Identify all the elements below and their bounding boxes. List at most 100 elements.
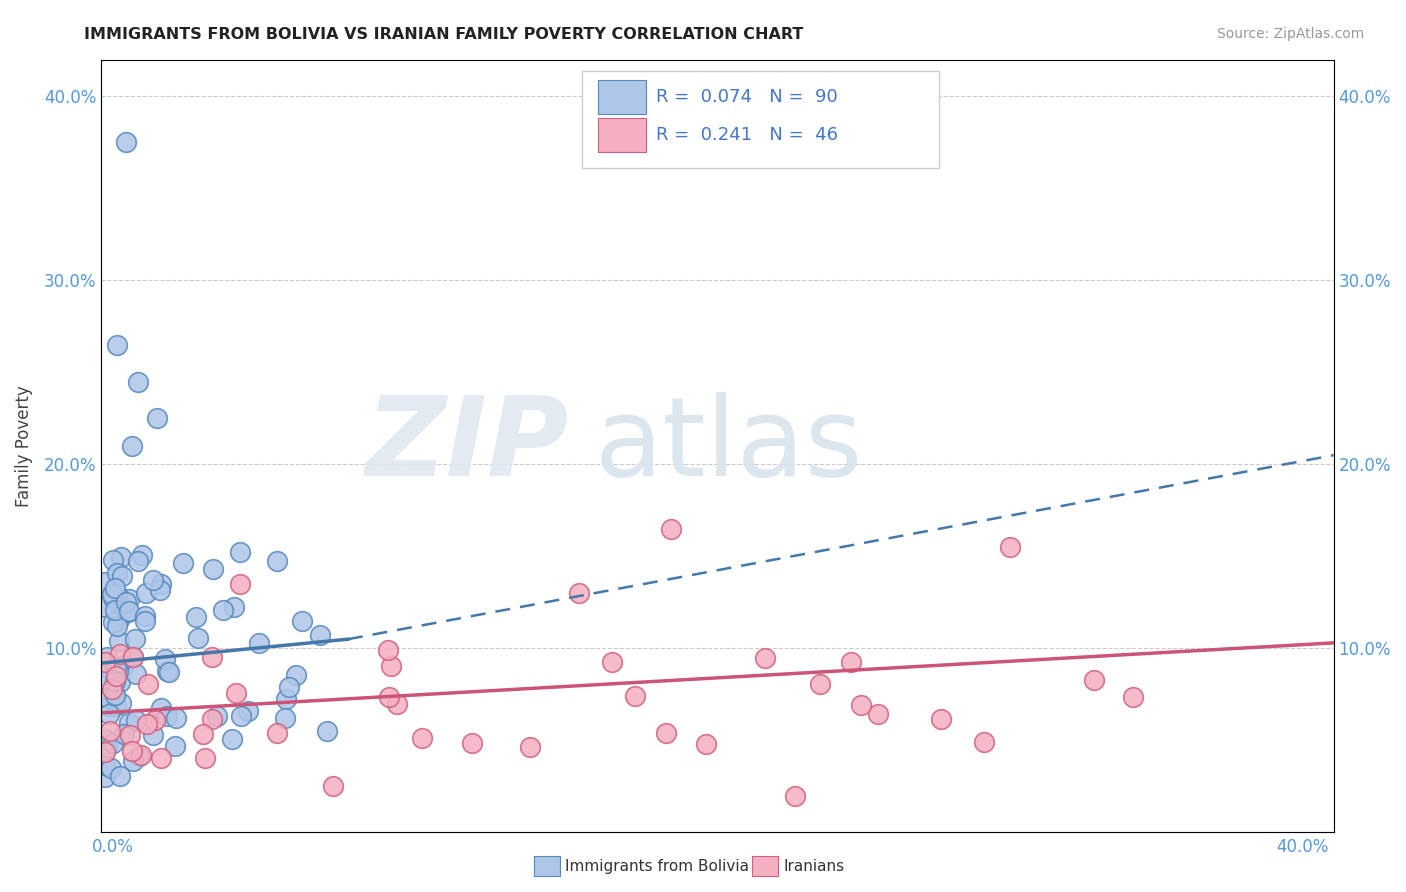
Point	[380, 659, 402, 673]
Point	[321, 780, 343, 794]
Point	[998, 540, 1021, 554]
Point	[225, 686, 247, 700]
Point	[93, 745, 115, 759]
Point	[121, 439, 143, 453]
Text: R =  0.074   N =  90: R = 0.074 N = 90	[657, 87, 838, 105]
Point	[96, 672, 118, 686]
Point	[1122, 690, 1144, 705]
Point	[124, 632, 146, 647]
Point	[695, 737, 717, 751]
Point	[107, 665, 129, 679]
Point	[150, 751, 173, 765]
Point	[134, 615, 156, 629]
Point	[1083, 673, 1105, 688]
Point	[136, 716, 159, 731]
Point	[222, 599, 245, 614]
Point	[193, 727, 215, 741]
Point	[117, 605, 139, 619]
Point	[96, 739, 118, 754]
Point	[108, 647, 131, 661]
Point	[112, 727, 135, 741]
Point	[131, 548, 153, 562]
Point	[121, 754, 143, 768]
Point	[142, 573, 165, 587]
Point	[654, 725, 676, 739]
Point	[115, 136, 138, 150]
Point	[118, 591, 141, 606]
Point	[228, 544, 250, 558]
Point	[93, 758, 115, 772]
Point	[172, 556, 194, 570]
Point	[274, 710, 297, 724]
Point	[149, 576, 172, 591]
Point	[291, 615, 314, 629]
Point	[236, 704, 259, 718]
FancyBboxPatch shape	[582, 71, 939, 168]
Point	[316, 724, 339, 739]
Point	[105, 618, 128, 632]
Point	[134, 609, 156, 624]
Point	[202, 562, 225, 576]
Point	[105, 699, 128, 714]
Point	[104, 688, 127, 702]
Point	[104, 582, 127, 596]
Point	[229, 577, 252, 591]
Point	[754, 651, 776, 665]
Point	[377, 643, 399, 657]
Point	[124, 667, 146, 681]
Text: Source: ZipAtlas.com: Source: ZipAtlas.com	[1216, 27, 1364, 41]
Point	[93, 656, 115, 670]
Point	[146, 411, 169, 425]
Text: Immigrants from Bolivia: Immigrants from Bolivia	[565, 859, 749, 873]
Point	[127, 375, 149, 389]
Point	[98, 723, 121, 738]
Point	[165, 711, 187, 725]
Point	[839, 656, 862, 670]
Point	[184, 610, 207, 624]
Point	[309, 627, 332, 641]
Point	[101, 591, 124, 606]
Point	[97, 691, 120, 706]
Point	[110, 550, 132, 565]
Point	[205, 708, 228, 723]
FancyBboxPatch shape	[598, 119, 647, 153]
Point	[129, 748, 152, 763]
Point	[247, 635, 270, 649]
Point	[153, 652, 176, 666]
Point	[624, 689, 647, 703]
Point	[461, 736, 484, 750]
Point	[165, 739, 187, 753]
Point	[973, 735, 995, 749]
Point	[142, 728, 165, 742]
Point	[101, 587, 124, 601]
Text: atlas: atlas	[595, 392, 863, 500]
Point	[143, 714, 166, 728]
Point	[105, 661, 128, 675]
Point	[104, 669, 127, 683]
Text: R =  0.241   N =  46: R = 0.241 N = 46	[657, 127, 838, 145]
Point	[411, 731, 433, 745]
Point	[808, 676, 831, 690]
Point	[266, 725, 288, 739]
Text: IMMIGRANTS FROM BOLIVIA VS IRANIAN FAMILY POVERTY CORRELATION CHART: IMMIGRANTS FROM BOLIVIA VS IRANIAN FAMIL…	[84, 27, 804, 42]
Point	[125, 713, 148, 727]
Point	[200, 649, 222, 664]
Point	[108, 674, 131, 689]
Point	[118, 604, 141, 618]
Point	[118, 716, 141, 731]
Point	[93, 575, 115, 590]
Point	[107, 613, 129, 627]
Point	[101, 682, 124, 697]
Point	[387, 697, 409, 711]
Point	[93, 770, 115, 784]
Point	[868, 707, 890, 722]
Point	[98, 699, 121, 714]
Point	[100, 761, 122, 775]
Point	[121, 744, 143, 758]
Point	[284, 668, 307, 682]
Point	[149, 701, 172, 715]
Point	[101, 736, 124, 750]
Point	[122, 649, 145, 664]
Text: 40.0%: 40.0%	[1277, 838, 1329, 856]
Point	[600, 655, 623, 669]
